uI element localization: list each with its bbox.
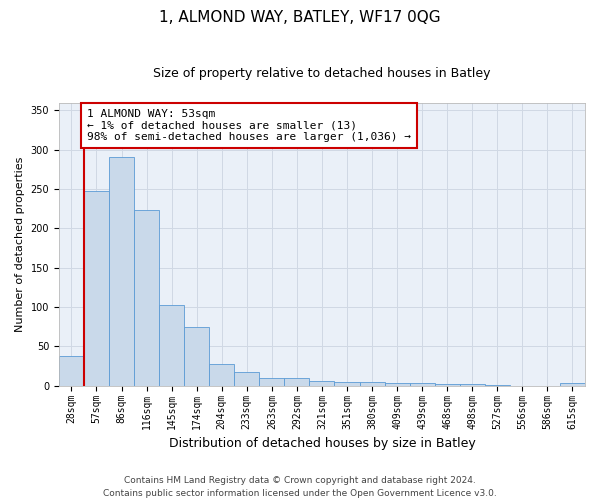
Bar xyxy=(84,190,109,386)
Bar xyxy=(385,384,410,386)
Bar xyxy=(334,382,359,386)
Bar xyxy=(159,304,184,386)
Bar xyxy=(485,385,510,386)
Bar xyxy=(410,384,434,386)
Bar xyxy=(134,210,159,386)
Text: Contains HM Land Registry data © Crown copyright and database right 2024.
Contai: Contains HM Land Registry data © Crown c… xyxy=(103,476,497,498)
Bar xyxy=(460,384,485,386)
Bar xyxy=(284,378,310,386)
Bar xyxy=(434,384,460,386)
Bar xyxy=(259,378,284,386)
Bar xyxy=(209,364,234,386)
Bar xyxy=(560,384,585,386)
Bar xyxy=(59,356,84,386)
X-axis label: Distribution of detached houses by size in Batley: Distribution of detached houses by size … xyxy=(169,437,475,450)
Text: 1, ALMOND WAY, BATLEY, WF17 0QG: 1, ALMOND WAY, BATLEY, WF17 0QG xyxy=(159,10,441,25)
Bar xyxy=(234,372,259,386)
Bar xyxy=(184,327,209,386)
Y-axis label: Number of detached properties: Number of detached properties xyxy=(15,156,25,332)
Bar xyxy=(359,382,385,386)
Title: Size of property relative to detached houses in Batley: Size of property relative to detached ho… xyxy=(153,68,491,80)
Bar xyxy=(109,157,134,386)
Text: 1 ALMOND WAY: 53sqm
← 1% of detached houses are smaller (13)
98% of semi-detache: 1 ALMOND WAY: 53sqm ← 1% of detached hou… xyxy=(87,109,411,142)
Bar xyxy=(310,381,334,386)
